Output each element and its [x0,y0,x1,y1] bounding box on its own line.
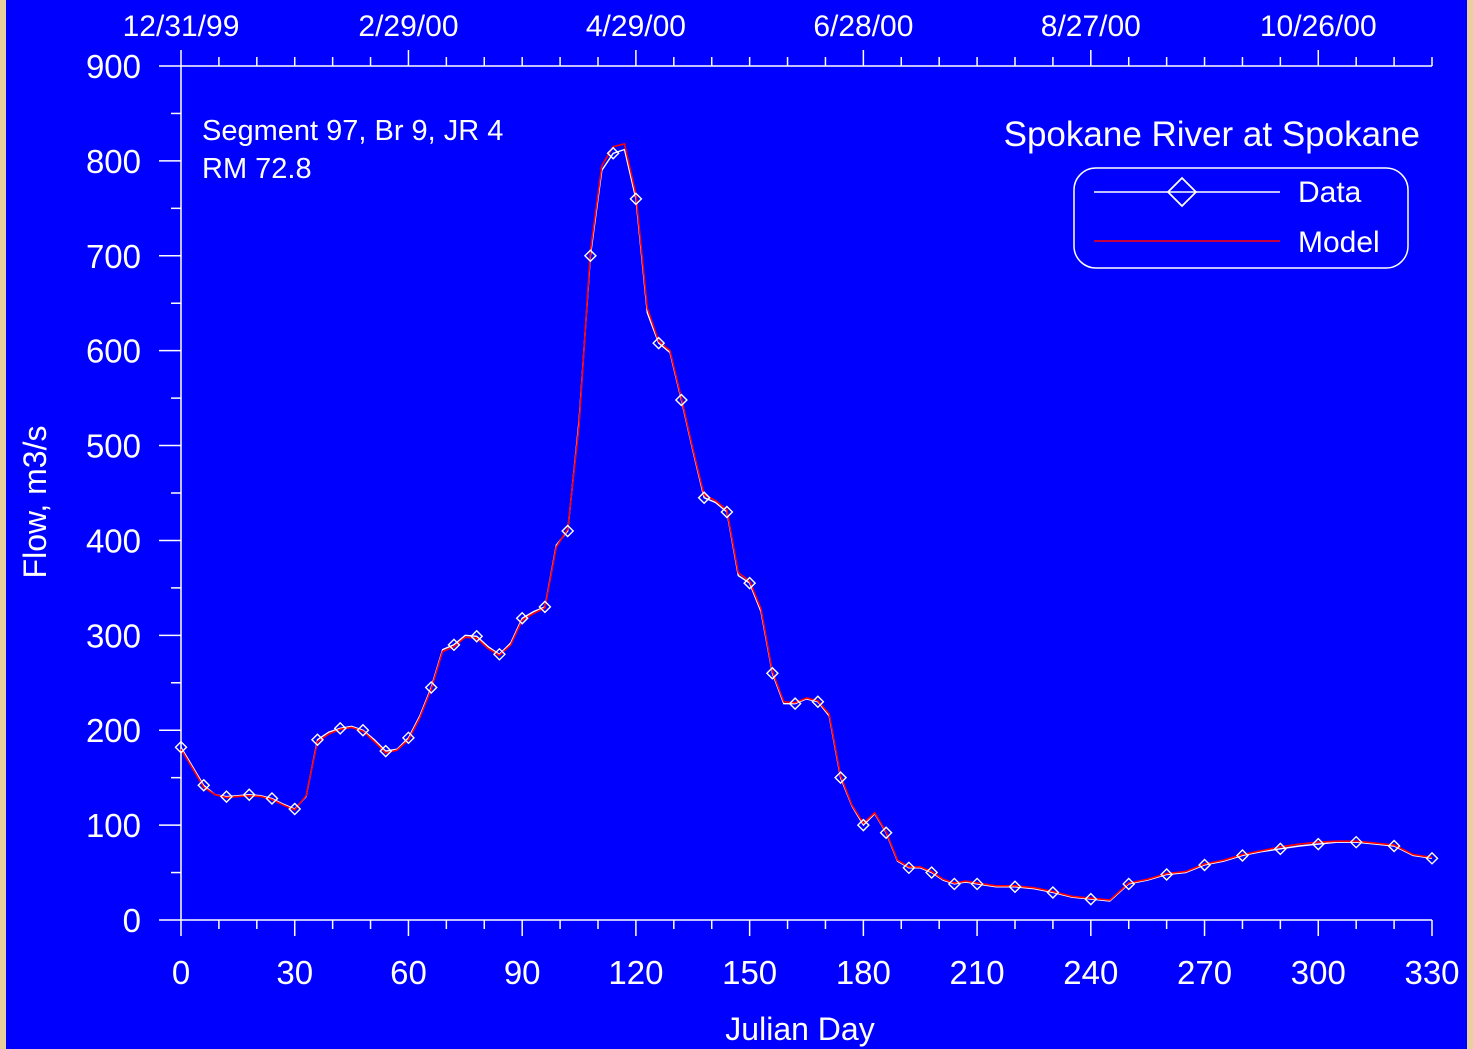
data-point-marker [970,877,984,891]
data-point-marker [1235,848,1249,862]
data-point-marker [652,336,666,350]
data-point-marker [379,744,393,758]
data-point-marker [1160,867,1174,881]
x-tick-label: 120 [608,954,663,991]
data-point-marker [1198,858,1212,872]
data-point-marker [1046,885,1060,899]
y-tick-label: 200 [86,712,141,749]
y-tick-label: 500 [86,428,141,465]
series-layer [174,142,1439,906]
data-point-marker [265,792,279,806]
data-point-marker [310,733,324,747]
data-point-marker [629,192,643,206]
x-tick-label: 300 [1291,954,1346,991]
annotation-line-1: Segment 97, Br 9, JR 4 [202,115,503,147]
data-point-marker [197,778,211,792]
y-tick-label: 800 [86,143,141,180]
y-tick-label: 700 [86,238,141,275]
x-axis-title: Julian Day [725,1011,874,1047]
x-tick-label: 0 [172,954,190,991]
y-tick-label: 100 [86,807,141,844]
top-date-label: 10/26/00 [1260,10,1377,43]
x-tick-label: 180 [836,954,891,991]
data-point-marker [220,790,233,804]
data-point-marker [356,723,370,737]
flow-chart: 0 30 60 90 120 150 180 210 240 270 300 330 12/31/99 2… [17,10,1460,1047]
top-date-label: 6/28/00 [813,10,913,43]
data-series-line [180,148,1433,902]
top-date-label: 2/29/00 [358,10,458,43]
data-point-marker [788,697,802,711]
data-point-marker [174,740,188,754]
data-point-marker [811,695,825,709]
y-axis-title: Flow, m3/s [17,426,53,579]
data-point-marker [606,146,620,160]
data-point-marker [470,629,484,643]
annotation-line-2: RM 72.8 [202,153,312,185]
data-point-marker [1387,839,1401,853]
data-point-marker [674,393,688,407]
x-tick-label: 90 [504,954,541,991]
y-tick-label: 400 [86,522,141,559]
data-point-marker [424,681,438,695]
legend: Data Model [1073,167,1409,269]
data-point-marker [765,666,779,680]
x-tick-label: 150 [722,954,777,991]
axes: 0 30 60 90 120 150 180 210 240 270 300 330 12/31/99 2… [86,10,1460,991]
top-date-label: 12/31/99 [123,10,240,43]
data-point-marker [538,600,552,614]
legend-box [1073,167,1409,269]
x-tick-label: 30 [276,954,313,991]
data-point-marker [947,877,961,891]
data-point-marker [288,802,302,816]
data-point-marker [1008,880,1022,894]
data-point-marker [902,861,916,875]
data-point-marker [561,524,575,538]
data-point-marker [1122,877,1136,891]
top-date-label: 8/27/00 [1041,10,1141,43]
data-point-marker [1084,892,1098,906]
data-point-marker [720,505,734,519]
data-point-marker [879,826,893,840]
chart-frame: 0 30 60 90 120 150 180 210 240 270 300 330 12/31/99 2… [6,0,1467,1049]
data-point-marker [1273,842,1287,856]
data-point-marker [834,771,848,785]
data-point-marker [925,866,939,880]
data-point-marker [743,576,757,590]
data-point-marker [856,818,870,832]
data-point-marker [242,788,256,802]
y-tick-label: 0 [123,902,141,939]
x-tick-label: 240 [1063,954,1118,991]
data-point-marker [515,611,529,625]
data-point-marker [697,491,711,505]
data-point-marker [1349,835,1363,849]
x-tick-label: 270 [1177,954,1232,991]
data-point-marker [401,731,415,745]
legend-label-model: Model [1298,226,1380,259]
x-tick-label: 330 [1404,954,1459,991]
y-tick-label: 900 [86,48,141,85]
y-tick-label: 300 [86,617,141,654]
y-tick-label: 600 [86,333,141,370]
chart-title: Spokane River at Spokane [1004,115,1420,154]
data-point-marker [333,721,347,735]
data-point-marker [1425,851,1439,865]
x-tick-label: 60 [390,954,427,991]
legend-label-data: Data [1298,176,1362,209]
top-date-label: 4/29/00 [586,10,686,43]
model-series-line [180,142,1433,901]
data-point-marker [583,249,597,263]
legend-data-diamond-icon [1166,176,1198,208]
data-point-marker [1311,837,1325,851]
data-point-marker [447,638,461,652]
data-point-marker [492,647,506,661]
x-tick-label: 210 [950,954,1005,991]
